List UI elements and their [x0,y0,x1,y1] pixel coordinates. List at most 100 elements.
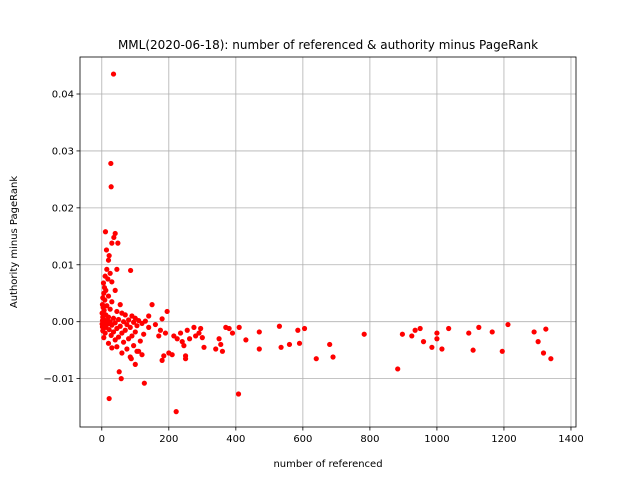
data-point [301,325,308,332]
data-points [99,71,554,415]
data-point [128,356,134,362]
data-point [108,160,114,167]
data-point [102,330,108,336]
data-point [105,340,112,346]
data-point [105,257,112,263]
data-point [136,348,142,354]
x-tick-label: 800 [360,434,379,445]
x-tick-label: 600 [293,434,312,445]
data-point [296,340,303,346]
data-point [395,366,401,372]
data-point [114,325,120,332]
data-point [127,324,133,330]
data-point [420,339,427,345]
data-point [107,306,113,312]
data-point [174,336,180,342]
data-point [218,341,224,348]
data-point [101,335,107,341]
data-point [102,229,109,235]
data-point [466,330,472,336]
data-point [125,317,132,323]
data-point [149,302,155,308]
data-point [276,323,283,329]
data-point [125,336,132,342]
data-point [236,324,242,330]
data-point [105,293,112,299]
data-point [278,344,284,350]
data-point [116,369,122,375]
data-point [191,324,197,330]
data-point [313,356,319,362]
data-point [184,327,190,333]
data-point [141,380,147,386]
data-point [243,337,249,343]
data-point [417,325,423,332]
data-point [162,330,169,336]
data-point [109,279,115,285]
data-point [114,266,120,272]
data-point [179,339,185,345]
data-point [146,324,152,330]
data-point [122,312,128,318]
y-tick-label: −0.01 [43,374,74,385]
x-tick-label: 200 [159,434,178,445]
data-point [169,352,175,358]
data-point [120,339,127,345]
data-point [489,329,495,335]
data-point [156,333,162,339]
data-point [109,322,115,328]
data-point [295,327,301,333]
data-point [182,356,189,362]
data-point [470,347,476,353]
data-point [106,395,112,402]
data-point [139,320,145,326]
data-point [201,344,207,350]
data-point [112,230,118,237]
data-point [446,325,452,332]
data-point [256,346,262,352]
data-point [137,338,143,344]
data-point [114,308,120,315]
data-point [409,333,415,339]
data-point [118,376,124,382]
data-point [101,290,107,296]
data-point [229,330,236,336]
data-point [434,330,440,336]
data-point [164,308,170,315]
data-point [161,353,167,359]
data-point [110,315,117,321]
y-tick-label: 0.03 [52,146,74,157]
data-point [177,330,184,336]
x-tick-label: 0 [99,434,105,445]
plot-frame [79,56,577,428]
y-tick-label: 0.02 [52,203,74,214]
data-point [106,327,112,333]
y-tick-label: 0.00 [52,317,74,328]
x-axis-label: number of referenced [273,459,382,470]
data-point [105,276,111,282]
data-point [159,357,165,363]
data-point [103,247,110,253]
data-point [110,71,117,77]
data-point [412,327,418,333]
data-point [124,346,130,352]
grid-lines [80,57,576,427]
data-point [100,280,107,286]
data-point [196,330,202,336]
data-point [132,361,138,367]
data-point [256,329,262,335]
data-point [199,335,205,341]
data-point [186,336,193,342]
data-point [286,341,293,348]
data-point [173,409,179,415]
data-point [141,331,147,337]
data-point [213,346,219,352]
data-point [117,302,123,308]
y-tick-label: 0.01 [52,260,74,271]
data-point [128,267,134,274]
data-point [330,354,336,360]
data-point [548,356,554,362]
data-point [216,336,222,342]
data-point [219,348,226,354]
